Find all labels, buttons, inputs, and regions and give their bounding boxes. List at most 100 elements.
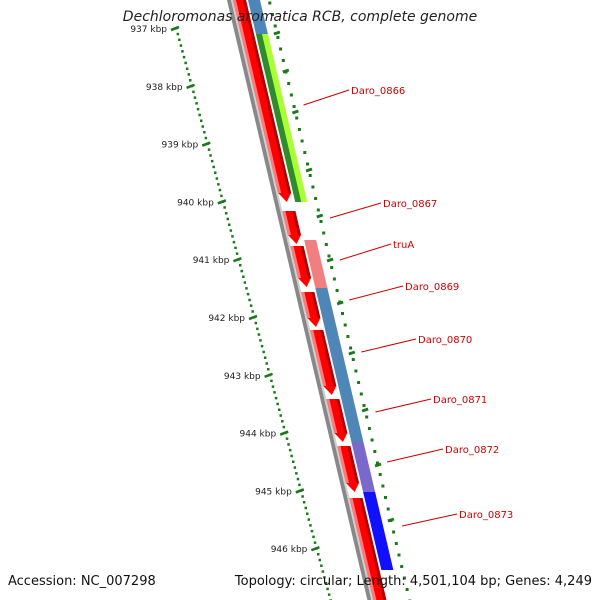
ruler-tick-label: 937 kbp xyxy=(130,25,167,35)
cds-arrow-shade xyxy=(336,399,348,433)
cds-arrow-shade xyxy=(292,211,301,235)
ruler-dot xyxy=(201,125,204,128)
accession-label: Accession: NC_007298 xyxy=(8,574,156,589)
gene-label: Daro_0869 xyxy=(405,282,459,293)
outer-ring-dot xyxy=(354,369,358,373)
ruler-dot xyxy=(281,420,284,423)
cds-arrow-highlight xyxy=(349,498,377,600)
ruler-dot xyxy=(210,159,214,163)
outer-ring-dot xyxy=(295,116,299,120)
ruler-dot xyxy=(293,466,297,469)
gene-label: Daro_0867 xyxy=(383,199,437,210)
outer-ring-dot xyxy=(292,105,296,108)
outer-ring-dot xyxy=(308,174,312,177)
outer-ring-dot xyxy=(322,231,326,235)
outer-ring-dot xyxy=(306,162,309,166)
gene-label-leader xyxy=(339,243,392,261)
ruler-dot xyxy=(292,460,295,463)
ruler-tick xyxy=(201,141,211,147)
cds-arrow-shade xyxy=(242,0,292,193)
ruler-dot xyxy=(257,333,261,336)
outer-ring-tick xyxy=(348,350,356,356)
ruler-dot xyxy=(288,448,292,452)
ruler-dot xyxy=(176,32,180,36)
outer-ring-dot xyxy=(346,335,350,338)
ruler-dot xyxy=(209,154,212,157)
outer-ring-dot xyxy=(314,197,318,200)
cog-segment-dark-green xyxy=(255,34,302,202)
ruler-dot xyxy=(327,593,331,596)
outer-ring-dot xyxy=(303,151,307,154)
ruler-dot xyxy=(254,321,258,325)
cds-arrow-highlight xyxy=(282,211,291,235)
ruler-tick-label: 942 kbp xyxy=(208,314,245,324)
ruler-tick xyxy=(279,430,289,436)
ruler-dot xyxy=(235,252,239,255)
ruler-tick xyxy=(186,83,196,90)
gene-label: Daro_0873 xyxy=(459,510,513,521)
ruler-dot xyxy=(290,454,293,458)
ruler-dot xyxy=(203,131,206,134)
outer-ring-dot xyxy=(381,484,385,488)
outer-ring-tick xyxy=(316,213,324,219)
ruler-dot xyxy=(304,506,307,510)
outer-ring-dot xyxy=(276,36,280,39)
ruler-dot xyxy=(242,275,245,278)
cds-arrow-highlight xyxy=(301,292,311,318)
map-title: Dechloromonas aromatica RCB, complete ge… xyxy=(122,9,478,25)
ruler-dot xyxy=(228,223,231,226)
outer-ring-dot xyxy=(378,473,382,476)
outer-ring-dot xyxy=(273,24,277,28)
gene-label-leader xyxy=(375,398,432,413)
ruler-dot xyxy=(307,518,311,521)
ruler-dot xyxy=(318,558,321,562)
ruler-dot xyxy=(200,119,203,122)
ruler-tick-label: 945 kbp xyxy=(255,487,292,497)
outer-ring-dot xyxy=(362,404,366,407)
ruler-dot xyxy=(181,50,184,53)
gene-label: Daro_0871 xyxy=(433,395,487,406)
outer-ring-dot xyxy=(365,415,369,419)
ruler-dot xyxy=(310,529,314,533)
outer-ring-dot xyxy=(405,588,409,591)
ruler-dot xyxy=(260,344,264,348)
ruler-dot xyxy=(251,310,254,313)
ruler-dot xyxy=(234,246,237,250)
ruler-dot xyxy=(193,96,197,99)
ruler-tick-label: 939 kbp xyxy=(162,141,199,151)
outer-ring-dot xyxy=(343,323,347,327)
ruler-dot xyxy=(282,425,286,429)
outer-ring-tick xyxy=(387,517,395,523)
ruler-dot xyxy=(262,350,265,354)
ruler-dot xyxy=(189,79,192,82)
ruler-dot xyxy=(248,298,251,302)
ruler-dot xyxy=(279,414,282,417)
ruler-tick-label: 941 kbp xyxy=(193,256,230,266)
ruler-tick-label: 938 kbp xyxy=(146,83,183,93)
ruler-dot xyxy=(298,483,301,487)
ruler-dot xyxy=(182,55,186,59)
ruler-dot xyxy=(212,165,215,169)
gene-label-leader xyxy=(329,202,382,219)
outer-ring-dot xyxy=(324,243,328,246)
outer-ring-dot xyxy=(384,496,387,499)
ruler-dot xyxy=(265,362,268,365)
ruler-dot xyxy=(324,581,328,585)
cog-segment-steel xyxy=(315,288,364,442)
ruler-dot xyxy=(178,38,181,42)
outer-ring-dot xyxy=(268,1,272,5)
ruler-dot xyxy=(217,183,220,186)
ruler-tick xyxy=(295,488,305,494)
ruler-dot xyxy=(306,512,309,515)
ruler-dot xyxy=(179,44,183,47)
ruler-dot xyxy=(285,437,289,440)
cds-arrow-highlight xyxy=(232,0,282,193)
ruler-dot xyxy=(243,281,247,284)
ruler-dot xyxy=(287,443,290,446)
outer-ring-dot xyxy=(349,346,353,350)
outer-ring-dot xyxy=(311,185,315,189)
gene-label-leader xyxy=(349,285,404,301)
ruler-dot xyxy=(220,194,223,198)
ruler-dot xyxy=(246,292,250,296)
